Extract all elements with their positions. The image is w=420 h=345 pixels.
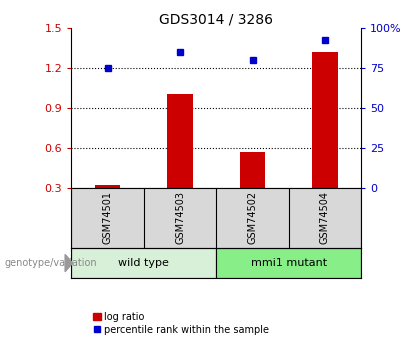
Legend: log ratio, percentile rank within the sample: log ratio, percentile rank within the sa…: [89, 308, 273, 338]
Text: GSM74501: GSM74501: [102, 191, 113, 244]
Text: GSM74504: GSM74504: [320, 191, 330, 244]
Bar: [312, 52, 338, 188]
Title: GDS3014 / 3286: GDS3014 / 3286: [159, 12, 273, 27]
Text: mmi1 mutant: mmi1 mutant: [251, 258, 327, 268]
Bar: [71, 248, 216, 278]
Text: wild type: wild type: [118, 258, 169, 268]
Text: GSM74503: GSM74503: [175, 191, 185, 244]
Bar: [95, 185, 120, 188]
Bar: [168, 95, 193, 188]
Bar: [240, 152, 265, 188]
Text: GSM74502: GSM74502: [247, 191, 257, 244]
Text: genotype/variation: genotype/variation: [4, 258, 97, 268]
Bar: [216, 248, 361, 278]
